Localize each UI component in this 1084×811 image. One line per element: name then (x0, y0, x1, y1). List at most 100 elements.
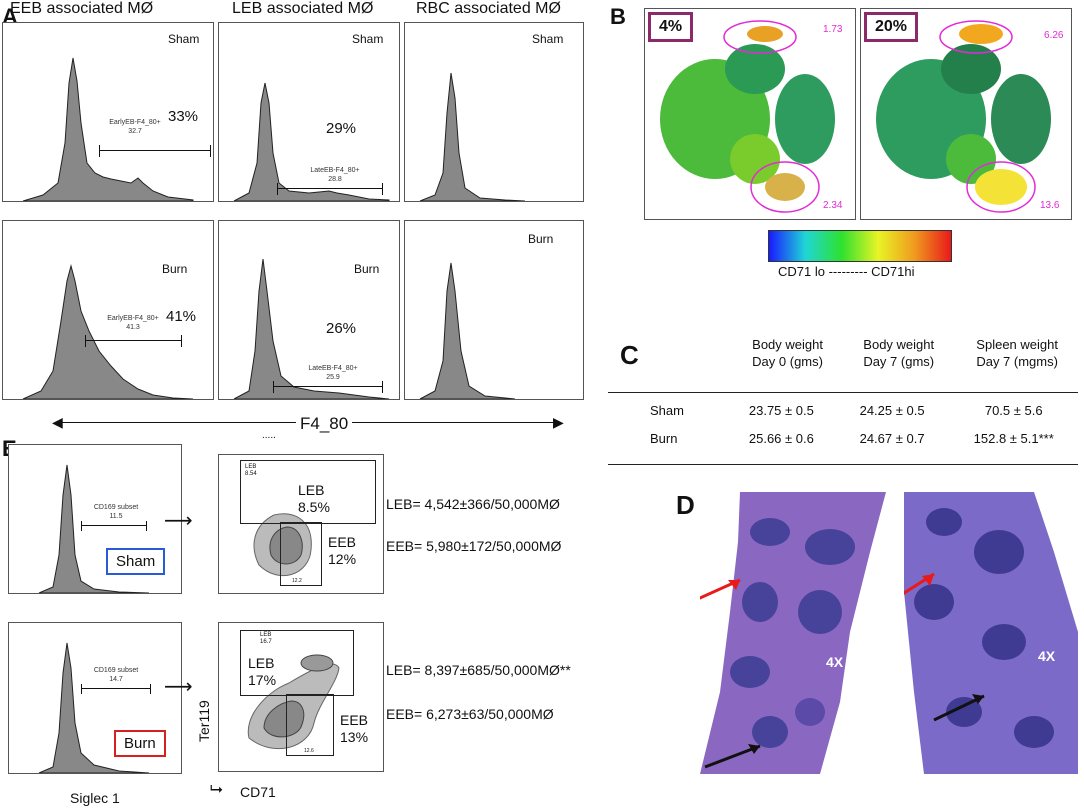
gate-value: 16.7 (260, 639, 272, 645)
hist-rbc-sham (404, 22, 584, 202)
leb-label: LEB (248, 655, 275, 671)
cond-sham-1: Sham (168, 32, 200, 46)
table-header-cell: Spleen weight Day 7 (mgms) (976, 337, 1058, 369)
gate-eeb-burn-value: 12.6 (304, 748, 314, 754)
gate-name: LateEB-F4_80+ (308, 365, 358, 372)
table-cell: 152.8 ± 5.1*** (973, 430, 1054, 446)
cond-sham-2: Sham (352, 32, 384, 46)
eeb-sham-pct: EEB 12% (328, 534, 356, 568)
tsne-sham-top-value: 1.73 (823, 24, 843, 35)
table-divider (608, 392, 1078, 393)
gate-siglec-sham (81, 521, 147, 531)
gate-name: EarlyEB-F4_80+ (107, 315, 159, 322)
gate-eeb-sham (99, 145, 211, 163)
histology-burn (881, 492, 1078, 774)
leb-pct: 17% (248, 672, 277, 688)
gate-leb-sham-box (240, 460, 376, 524)
contour-sham (218, 454, 384, 594)
subset-burn-label: CD169 subset 14.7 (86, 666, 146, 684)
eeb-burn-pct: EEB 13% (340, 712, 368, 746)
contour-burn (218, 622, 384, 772)
cond-burn-3: Burn (528, 232, 554, 246)
magnification-label-2: 4X (1038, 648, 1056, 664)
burn-leb-count: LEB= 8,397±685/50,000MØ** (386, 662, 571, 678)
col-title-eeb: EEB associated MØ (10, 0, 154, 17)
hist-eeb-burn (2, 220, 214, 400)
table-header-cell: Body weight Day 7 (gms) (863, 337, 935, 369)
gate-value: 8.54 (245, 471, 257, 477)
hist-eeb-sham (2, 22, 214, 202)
tsne-sham-pct-box: 4% (648, 12, 694, 42)
pct-eeb-burn: 41% (166, 308, 197, 325)
gate-value: 25.9 (326, 374, 340, 381)
gate-name: EarlyEB-F4_80+ (109, 119, 161, 126)
magnification-label-1: 4X (826, 654, 844, 670)
weights-table: Body weight Day 0 (gms) Body weight Day … (650, 336, 1080, 370)
gate-siglec-burn (81, 684, 151, 694)
table-cell: 24.25 ± 0.5 (859, 402, 925, 418)
gate-leb-burn (273, 381, 383, 393)
hist-siglec-burn (8, 622, 182, 774)
gate-leb-burn-text: LEB 16.7 (260, 632, 272, 646)
subset-value: 11.5 (109, 513, 123, 520)
dots-marker: ..... (262, 430, 276, 441)
tsne-burn (860, 8, 1072, 220)
sham-label-box: Sham (106, 548, 166, 575)
leb-label: LEB (298, 482, 325, 498)
table-cell: 23.75 ± 0.5 (748, 402, 814, 418)
hist-leb-burn (218, 220, 400, 400)
gate-name: LateEB-F4_80+ (310, 167, 360, 174)
table-cell: 25.66 ± 0.6 (748, 430, 814, 446)
tsne-burn-pct-box: 20% (864, 12, 919, 42)
panel-b-letter: B (610, 4, 626, 29)
table-row: Sham 23.75 ± 0.5 24.25 ± 0.5 70.5 ± 5.6 (650, 396, 1080, 424)
cond-sham-3: Sham (532, 32, 564, 46)
col-title-rbc: RBC associated MØ (416, 0, 561, 17)
gate-name: LEB (245, 464, 257, 470)
table-divider (608, 464, 1078, 465)
table-cell: 70.5 ± 5.6 (984, 402, 1043, 418)
gate-leb-burn-box (240, 630, 354, 696)
arrow-right-icon: ⟶ (164, 510, 193, 532)
cd71-axis-label: CD71 (240, 784, 276, 800)
gate-eeb-burn-label: EarlyEB-F4_80+ 41.3 (98, 314, 168, 332)
panel-c-letter: C (620, 340, 639, 370)
gate-eeb-burn (85, 335, 182, 347)
f4-80-axis-label: F4_80 (296, 414, 353, 434)
gate-eeb-burn-box (286, 694, 334, 756)
cd71-color-scale (768, 230, 952, 262)
panel-d-letter: D (676, 490, 695, 520)
cond-burn-2: Burn (354, 262, 380, 276)
table-header-cell: Body weight Day 0 (gms) (752, 337, 823, 369)
leb-pct: 8.5% (298, 499, 330, 515)
table-cell: 24.67 ± 0.7 (859, 430, 925, 446)
gate-leb-sham (277, 183, 383, 195)
col-title-leb: LEB associated MØ (232, 0, 374, 17)
subset-sham-label: CD169 subset 11.5 (86, 503, 146, 521)
tsne-burn-bottom-value: 13.6 (1040, 200, 1060, 211)
eeb-label: EEB (340, 712, 369, 728)
gate-value: 28.8 (328, 176, 342, 183)
ter119-axis-label: Ter119 (196, 700, 212, 742)
gate-eeb-sham-value: 12.2 (292, 578, 302, 584)
sham-leb-count: LEB= 4,542±366/50,000MØ (386, 496, 560, 512)
subset-name: CD169 subset (93, 667, 139, 674)
pct-leb-burn: 26% (326, 320, 357, 337)
gate-name: LEB (260, 632, 272, 638)
subset-name: CD169 subset (93, 504, 139, 511)
table-header-cell (650, 336, 732, 370)
cd71-scale-label: CD71 lo --------- CD71hi (778, 264, 915, 279)
pct-eeb-sham: 33% (168, 108, 199, 125)
gate-eeb-sham-label: EarlyEB-F4_80+ 32.7 (100, 118, 170, 136)
eeb-label: EEB (328, 534, 357, 550)
arrow-right-icon: ⟶ (164, 676, 193, 698)
sham-eeb-count: EEB= 5,980±172/50,000MØ (386, 538, 562, 554)
gate-eeb-sham-box (280, 522, 322, 586)
tsne-burn-top-value: 6.26 (1044, 30, 1064, 41)
cond-burn-1: Burn (162, 262, 188, 276)
burn-label-box: Burn (114, 730, 166, 757)
pct-leb-sham: 29% (326, 120, 357, 137)
siglec-axis-label: Siglec 1 (70, 790, 120, 806)
gate-leb-sham-text: LEB 8.54 (245, 464, 257, 478)
weights-table-body: Sham 23.75 ± 0.5 24.25 ± 0.5 70.5 ± 5.6 … (650, 396, 1080, 452)
